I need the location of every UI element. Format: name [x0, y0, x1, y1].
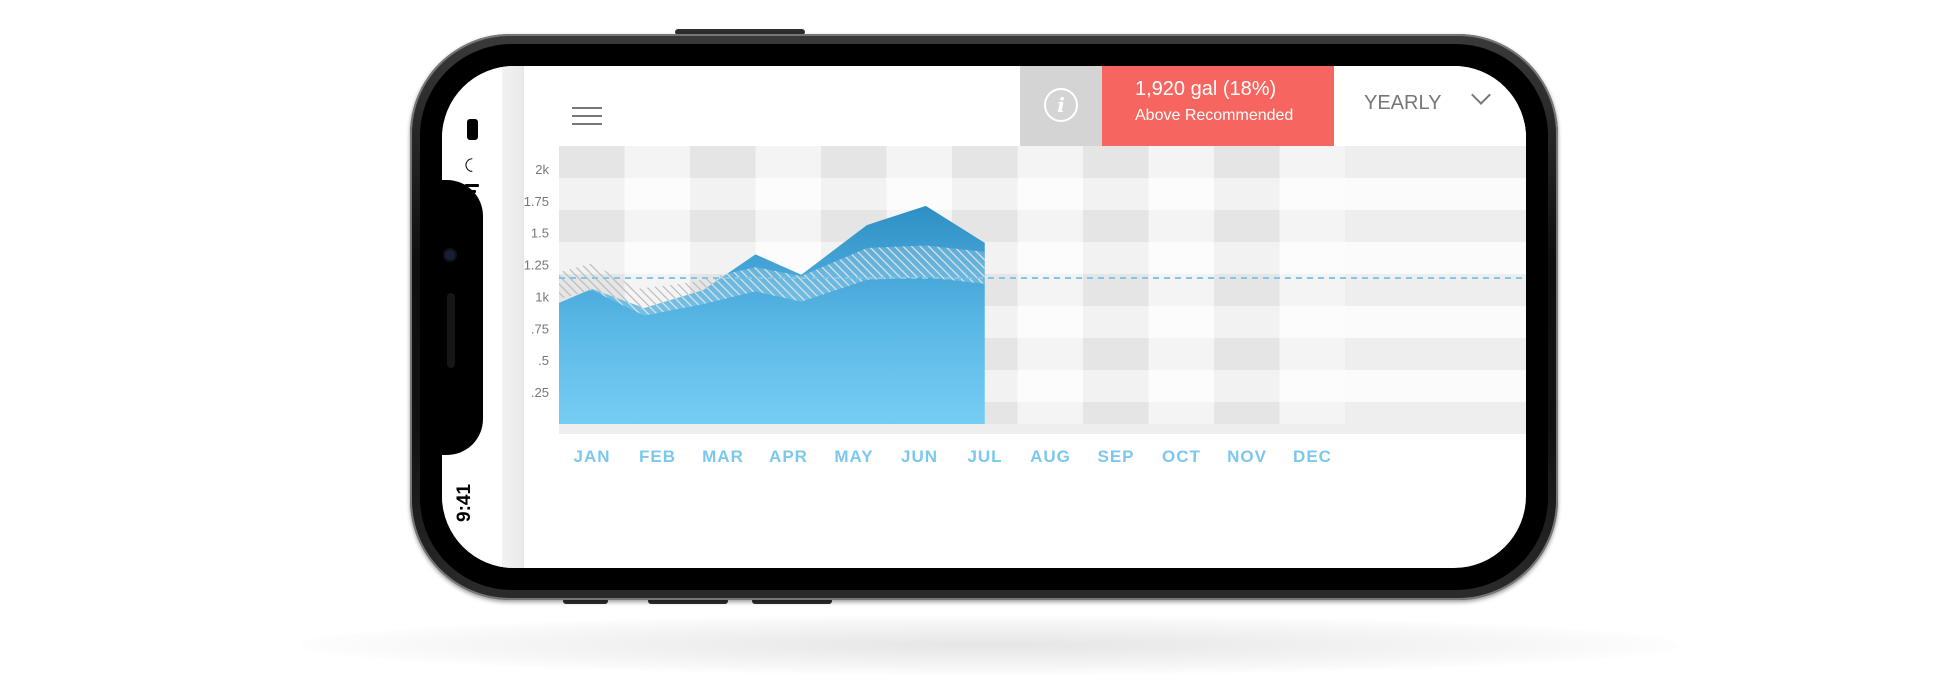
chevron-down-icon	[1471, 85, 1491, 105]
month-label[interactable]: FEB	[639, 447, 676, 466]
y-tick-label: 1k	[535, 289, 549, 304]
month-label[interactable]: AUG	[1030, 447, 1071, 466]
month-label[interactable]: JUN	[901, 447, 938, 466]
grid-column	[1148, 146, 1214, 424]
speaker-grille	[447, 293, 455, 368]
grid-band	[559, 146, 1526, 178]
phone-frame: ◠ 9:41	[410, 34, 1558, 600]
volume-button-1	[563, 598, 608, 604]
camera-icon	[445, 250, 455, 260]
y-tick-label: .5	[538, 353, 549, 368]
grid-column	[1017, 146, 1083, 424]
month-label[interactable]: MAR	[702, 447, 744, 466]
alert-amount: 1,920 gal (18%)	[1135, 78, 1277, 100]
y-tick-label: .75	[531, 321, 549, 336]
period-dropdown[interactable]: YEARLY	[1334, 66, 1526, 146]
phone-screen: ◠ 9:41	[442, 66, 1526, 568]
usage-chart: .25 .5 .75 1k 1.25 1.5 1.75 2k JAN FEB MAR APR MAY JU…	[524, 146, 1526, 466]
volume-button-3	[752, 598, 832, 604]
chart-axes: .25 .5 .75 1k 1.25 1.5 1.75 2k JAN FEB MAR APR MAY JU…	[524, 162, 1332, 466]
grid-column	[1279, 146, 1345, 424]
volume-button-2	[648, 598, 728, 604]
month-label[interactable]: JUL	[967, 447, 1002, 466]
y-tick-label: 2k	[535, 162, 549, 177]
grid-band	[559, 178, 1526, 210]
sidebar-strip	[502, 66, 524, 568]
month-label[interactable]: NOV	[1227, 447, 1267, 466]
info-icon: i	[1044, 88, 1078, 122]
month-label[interactable]: SEP	[1097, 447, 1134, 466]
y-tick-label: 1.5	[531, 226, 549, 241]
battery-icon	[467, 119, 478, 140]
grid-column	[1083, 146, 1149, 424]
notch	[442, 180, 483, 455]
month-label[interactable]: JAN	[573, 447, 610, 466]
grid-band	[559, 242, 1526, 274]
top-bar: i 1,920 gal (18%) Above Recommended YEAR…	[524, 66, 1526, 146]
y-tick-label: 1.25	[524, 258, 549, 273]
grid-band	[559, 210, 1526, 242]
y-tick-label: 1.75	[524, 194, 549, 209]
month-label[interactable]: MAY	[834, 447, 873, 466]
month-label[interactable]: DEC	[1293, 447, 1332, 466]
y-tick-label: .25	[531, 385, 549, 400]
grid-column	[1214, 146, 1280, 424]
chart-series	[559, 205, 1526, 424]
info-button[interactable]: i	[1020, 66, 1102, 146]
chart-grid	[559, 146, 1526, 434]
month-label[interactable]: OCT	[1162, 447, 1201, 466]
hamburger-menu-icon[interactable]	[572, 107, 602, 131]
period-label: YEARLY	[1364, 92, 1442, 114]
side-button-top	[675, 29, 805, 35]
alert-message: Above Recommended	[1135, 107, 1294, 124]
usage-alert-badge: 1,920 gal (18%) Above Recommended	[1102, 66, 1334, 146]
phone-shadow	[300, 615, 1680, 675]
month-label[interactable]: APR	[769, 447, 808, 466]
